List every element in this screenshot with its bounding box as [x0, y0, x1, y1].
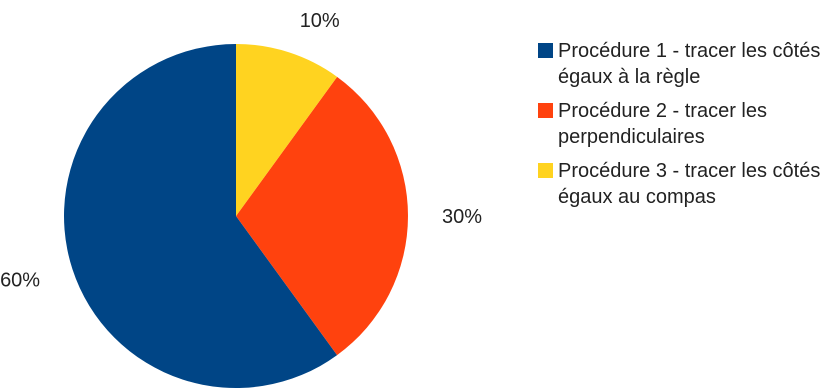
legend-item-procedure-3: Procédure 3 - tracer les côtés égaux au … — [538, 158, 827, 210]
legend-swatch-procedure-1 — [538, 43, 553, 58]
data-label-procedure-3: 10% — [300, 10, 340, 32]
pie-slices — [63, 44, 408, 389]
pie-slice-procedure-1 — [63, 44, 338, 389]
legend-swatch-procedure-2 — [538, 103, 553, 118]
legend-item-procedure-1: Procédure 1 - tracer les côtés égaux à l… — [538, 38, 827, 90]
pie-slice-procedure-2 — [236, 76, 408, 356]
legend-swatch-procedure-3 — [538, 163, 553, 178]
legend-item-procedure-2: Procédure 2 - tracer les perpendiculaire… — [538, 98, 827, 150]
pie-slice-procedure-3 — [236, 44, 338, 216]
data-label-procedure-1: 60% — [0, 270, 40, 292]
pie-data-labels: 60% 30% 10% — [0, 10, 482, 292]
legend: Procédure 1 - tracer les côtés égaux à l… — [538, 38, 827, 218]
legend-label-procedure-1: Procédure 1 - tracer les côtés égaux à l… — [558, 40, 821, 88]
data-label-procedure-2: 30% — [442, 206, 482, 228]
legend-label-procedure-3: Procédure 3 - tracer les côtés égaux au … — [558, 160, 821, 208]
legend-label-procedure-2: Procédure 2 - tracer les perpendiculaire… — [558, 100, 767, 148]
